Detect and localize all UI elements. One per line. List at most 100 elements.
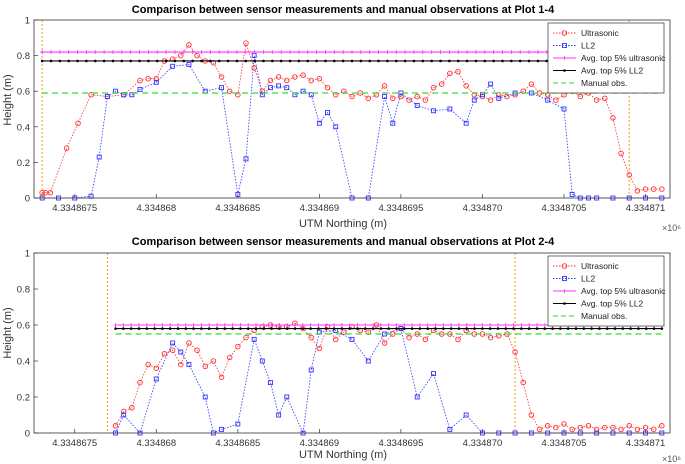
plot-2-4-ultrasonic-point — [112, 423, 119, 429]
plot-2-4-avg-top-5-ultrasonic-point — [285, 323, 290, 327]
plot-2-4-legend-marker — [563, 302, 566, 305]
plot-1-4-ultrasonic-point — [634, 188, 641, 194]
plot-2-4-avg-top-5-ultrasonic-point — [254, 323, 259, 327]
plot-1-4-avg-top-5-ultrasonic-point — [367, 50, 372, 55]
plot-1-4-legend-label: Avg. top 5% ultrasonic — [581, 53, 666, 63]
plot-1-4-x-exponent: ×10⁶ — [662, 223, 681, 233]
plot-1-4-avg-top-5-ultrasonic-point — [49, 50, 54, 55]
plot-1-4-avg-top-5-ll2-point — [306, 59, 310, 63]
plot-2-4-avg-top-5-ultrasonic-point — [230, 323, 235, 327]
plot-2-4-ultrasonic-point — [487, 334, 494, 341]
plot-1-4-legend-label: Ultrasonic — [581, 28, 620, 38]
plot-2-4-avg-top-5-ultrasonic-point — [542, 323, 547, 327]
plot-2-4-avg-top-5-ll2-point — [543, 327, 547, 330]
plot-1-4-xtick-label: 4.3348685 — [215, 203, 260, 214]
plot-2-4-ll2-point — [463, 412, 469, 418]
plot-2-4-avg-top-5-ll2-point — [270, 327, 273, 330]
plot-1-4-ll2-line — [42, 55, 662, 199]
plot-1-4-avg-top-5-ultrasonic-point — [110, 50, 115, 55]
plot-2-4-avg-top-5-ultrasonic-point — [300, 323, 305, 327]
plot-2-4-ultrasonic-point — [512, 349, 518, 355]
plot-2-4-avg-top-5-ll2-point — [418, 327, 422, 330]
plot-1-4-xtick-label: 4.334871 — [626, 203, 666, 214]
plot-2-4-avg-top-5-ll2-point — [161, 327, 164, 330]
plot-1-4-avg-top-5-ultrasonic-point — [500, 50, 505, 55]
plot-2-4-ultrasonic-point — [406, 334, 412, 341]
plot-2-4-ultrasonic-point — [422, 336, 429, 343]
plot-2-4-avg-top-5-ll2-point — [153, 327, 156, 330]
plot-1-4-ytick-label: 0.4 — [17, 122, 30, 133]
plot-1-4-ultrasonic-point — [194, 52, 200, 59]
plot-1-4-ultrasonic-point — [577, 93, 584, 100]
plot-2-4-ultrasonic-point — [332, 336, 339, 343]
plot-1-4-ultrasonic-point — [349, 93, 355, 100]
plot-1-4-avg-top-5-ll2-point — [421, 59, 425, 63]
plot-2-4-avg-top-5-ll2-point — [551, 327, 554, 330]
plot-1-4-avg-top-5-ll2-point — [456, 59, 460, 63]
plot-1-4-avg-top-5-ultrasonic-point — [119, 50, 124, 55]
plot-1-4-avg-top-5-ultrasonic-point — [208, 50, 213, 55]
plot-1-4-ultrasonic-point — [642, 186, 649, 192]
plot-2-4-avg-top-5-ll2-point — [574, 327, 578, 330]
plot-2-4-ll2-point — [365, 358, 371, 364]
plot-1-4-avg-top-5-ultrasonic-point — [535, 50, 540, 55]
plot-2-4-ultrasonic-point — [650, 426, 657, 433]
plot-2-4-ultrasonic-point — [161, 351, 168, 357]
plot-1-4-legend: Ultrasonic LL2 Avg. top 5% ultrasonic Avg. … — [547, 22, 666, 94]
plot-2-4-avg-top-5-ultrasonic-point — [394, 323, 399, 327]
plot-1-4-avg-top-5-ultrasonic-point — [429, 50, 434, 55]
plot-2-4-ultrasonic-point — [218, 374, 225, 380]
plot-2-4-avg-top-5-ultrasonic-point — [246, 323, 251, 327]
plot-1-4-ultrasonic-point — [618, 150, 624, 157]
plot-1-4-ll2-point — [284, 85, 290, 91]
plot-2-4-avg-top-5-ultrasonic-point — [113, 323, 118, 327]
plot-2-4-ultrasonic-point — [145, 361, 151, 368]
plot-1-4-avg-top-5-ll2-point — [368, 59, 372, 63]
plot-1-4-avg-top-5-ultrasonic-point — [314, 50, 319, 55]
plot-1-4-ytick-label: 0 — [25, 194, 30, 205]
plot-1-4-avg-top-5-ll2-point — [510, 59, 513, 63]
plot-1-4-avg-top-5-ultrasonic-point — [456, 50, 461, 55]
plot-2-4-xtick-label: 4.334869 — [300, 438, 340, 449]
plot-2-4-avg-top-5-ultrasonic-point — [464, 323, 469, 327]
plot-2-4-avg-top-5-ll2-point — [215, 327, 219, 330]
plot-2-4-avg-top-5-ultrasonic-point — [503, 323, 508, 327]
plot-2-4-avg-top-5-ultrasonic-point — [371, 323, 376, 327]
plot-2-4-avg-top-5-ll2-point — [176, 327, 180, 330]
plot-1-4-axes-frame — [33, 19, 671, 199]
plot-2-4-avg-top-5-ll2-point — [590, 327, 593, 330]
plot-2-4-ytick-label: 0.4 — [17, 357, 30, 368]
plot-1-4-ytick-label: 0.2 — [17, 158, 30, 169]
plot-1-4-avg-top-5-ll2-point — [492, 59, 495, 63]
plot-2-4-avg-top-5-ultrasonic-point — [347, 323, 352, 327]
plot-2-4-ultrasonic-point — [536, 426, 543, 433]
plot-2-4-avg-top-5-ll2-point — [442, 327, 445, 330]
plot-1-4-avg-top-5-ll2-point — [93, 59, 97, 63]
plot-2-4-avg-top-5-ultrasonic-point — [425, 323, 430, 327]
plot-1-4-avg-top-5-ll2-point — [226, 59, 230, 63]
plot-1-4-ll2-point — [431, 108, 436, 114]
plot-1-4-xtick-label: 4.3348695 — [378, 203, 423, 214]
plot-1-4-avg-top-5-ultrasonic-point — [411, 50, 416, 55]
plot-1-4-ultrasonic-point — [137, 77, 143, 84]
plot-1-4-ultrasonic-line — [42, 42, 662, 194]
plot-2-4-ll2-point — [447, 426, 453, 432]
plot-1-4-avg-top-5-ultrasonic-point — [199, 50, 204, 55]
plot-2-4-avg-top-5-ll2-point — [613, 327, 617, 330]
plot-1-4-legend-marker — [561, 30, 568, 36]
plot-1-4-legend-marker — [562, 56, 567, 60]
plot-2-4-xtick-label: 4.334870 — [463, 438, 503, 449]
plot-2-4-ultrasonic-point — [243, 334, 249, 341]
plot-1-4-avg-top-5-ultrasonic-point — [128, 50, 133, 55]
plot-2-4-avg-top-5-ll2-point — [496, 327, 500, 330]
plot-2-4-avg-top-5-ultrasonic-point — [168, 323, 173, 327]
plot-1-4-ll2-point — [471, 97, 477, 103]
plot-1-4-ultrasonic-point — [390, 95, 396, 102]
plot-1-4-avg-top-5-ultrasonic-point — [358, 50, 363, 55]
plot-1-4-avg-top-5-ultrasonic-point — [234, 50, 239, 55]
plot-1-4-ll2-point — [153, 79, 159, 85]
plot-2-4-avg-top-5-ll2-point — [285, 327, 289, 330]
plot-2-4-avg-top-5-ll2-point — [192, 327, 195, 330]
plot-2-4-ultrasonic-point — [602, 424, 608, 431]
plot-2-4-avg-top-5-ll2-point — [566, 327, 570, 330]
